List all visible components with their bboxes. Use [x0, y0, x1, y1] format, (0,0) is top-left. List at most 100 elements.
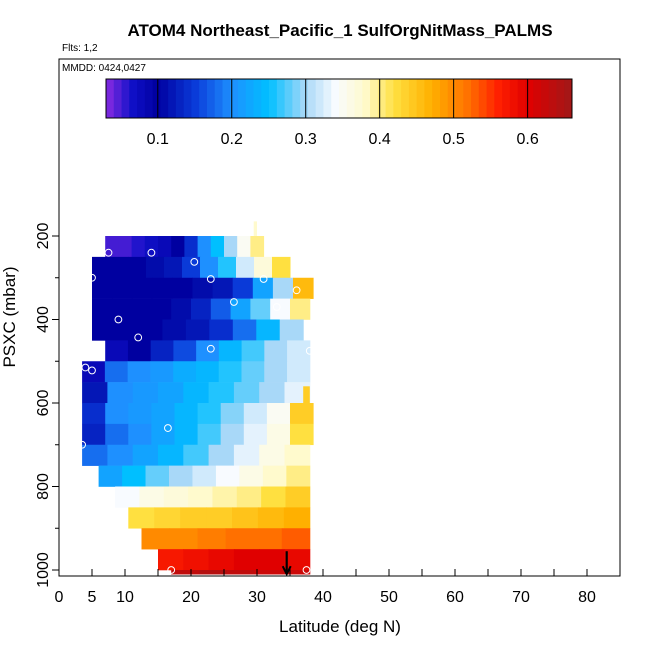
heat-cell	[210, 298, 232, 320]
heat-cell	[195, 361, 220, 383]
heat-cell	[169, 465, 193, 487]
colorbar-segment	[432, 79, 441, 118]
heat-cell	[171, 298, 192, 320]
heat-cell	[171, 236, 185, 258]
heat-cell	[82, 444, 108, 466]
colorbar-segment	[269, 79, 278, 118]
data-point	[88, 273, 96, 282]
heat-cell	[272, 277, 294, 299]
heat-cell	[132, 277, 153, 299]
x-tick-label: 80	[578, 589, 596, 606]
x-tick-label: 5	[88, 589, 97, 606]
heat-cell	[115, 486, 140, 508]
heat-cell	[253, 528, 283, 550]
colorbar-segment	[509, 79, 519, 118]
heat-cell	[192, 465, 217, 487]
colorbar-segment	[548, 79, 557, 118]
heat-cell	[284, 549, 311, 571]
colorbar-segment	[463, 79, 472, 118]
y-axis-title: PSXC (mbar)	[0, 266, 19, 367]
heat-cell	[282, 570, 311, 575]
heat-cell	[232, 319, 257, 341]
colorbar-segment	[113, 79, 122, 118]
data-point	[164, 424, 172, 432]
colorbar-segment	[307, 79, 317, 118]
heat-cell	[279, 319, 304, 341]
heat-cell	[151, 423, 175, 446]
heat-cell	[144, 236, 159, 258]
heat-cell	[284, 444, 311, 466]
y-tick-label: 800	[35, 473, 52, 500]
colorbar-segment	[331, 79, 340, 118]
heat-cell	[107, 444, 134, 466]
y-tick-label: 400	[35, 306, 52, 333]
heat-cell	[259, 382, 285, 404]
heat-cell	[218, 361, 242, 383]
heat-cell	[243, 423, 268, 446]
x-axis-title: Latitude (deg N)	[279, 617, 401, 636]
data-point	[88, 366, 96, 375]
colorbar-segment	[339, 79, 348, 118]
data-point	[78, 440, 86, 449]
heat-cell	[256, 319, 281, 341]
heat-cell	[243, 403, 268, 425]
heat-cell	[250, 236, 265, 258]
heat-cell	[197, 528, 227, 550]
dates-label: MMDD: 0424,0427	[62, 63, 146, 74]
heat-cell	[128, 507, 155, 529]
heat-cell	[239, 465, 264, 487]
heat-cell	[150, 361, 174, 383]
heat-cell	[192, 277, 214, 299]
colorbar-tick-label: 0.5	[443, 131, 465, 148]
heat-cell	[111, 298, 133, 320]
colorbar-segment	[439, 79, 449, 118]
heat-cell	[151, 403, 175, 425]
heat-cell	[226, 570, 255, 575]
heat-cell	[209, 319, 234, 341]
colorbar-segment	[564, 79, 573, 118]
colorbar: 0.1 0.2 0.3 0.4 0.5 0.6	[105, 78, 573, 148]
heat-cell	[174, 423, 199, 446]
colorbar-segment	[168, 79, 177, 118]
data-point	[81, 363, 90, 372]
colorbar-segment	[346, 79, 355, 118]
heat-cell	[92, 319, 116, 341]
colorbar-segment	[199, 79, 208, 118]
heat-cell	[146, 256, 165, 279]
colorbar-frame	[105, 78, 573, 119]
heat-cell	[183, 382, 210, 404]
colorbar-segment	[533, 79, 542, 118]
heat-cell	[287, 340, 311, 362]
heat-cell	[131, 236, 146, 258]
heat-cell	[250, 298, 271, 320]
heat-cell	[180, 507, 207, 529]
colorbar-segment	[300, 79, 309, 118]
heat-cell	[290, 423, 314, 446]
arrow-head	[281, 565, 292, 577]
heat-cell	[198, 570, 228, 575]
heat-cell	[110, 256, 129, 279]
colorbar-segment	[424, 79, 433, 118]
colorbar-segment	[276, 79, 286, 118]
heat-cell	[230, 298, 251, 320]
x-axis: 0 5 10 20 30 40 50 60 70 80	[55, 569, 621, 606]
colorbar-segment	[370, 79, 379, 118]
heat-cell	[151, 298, 172, 320]
heat-cell	[138, 319, 163, 341]
heat-cell	[232, 507, 259, 529]
heat-cell	[264, 361, 288, 383]
colorbar-segment	[455, 79, 464, 118]
colorbar-segment	[160, 79, 169, 118]
heat-cell	[241, 361, 265, 383]
heat-cell	[128, 256, 147, 279]
x-tick-label: 20	[182, 589, 200, 606]
heat-cell	[127, 361, 151, 383]
heat-cell	[241, 340, 265, 362]
colorbar-segment	[222, 79, 231, 118]
data-point	[114, 315, 123, 324]
colorbar-segment	[525, 79, 534, 118]
heat-cell	[158, 444, 184, 466]
heat-cell	[285, 486, 311, 508]
colorbar-segment	[137, 79, 146, 118]
